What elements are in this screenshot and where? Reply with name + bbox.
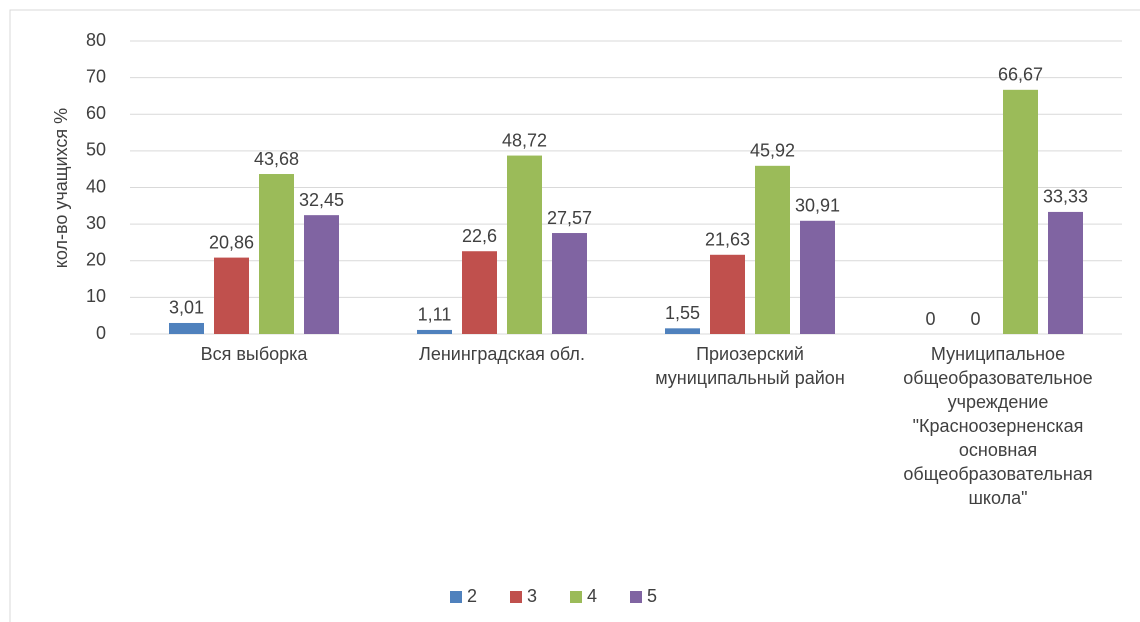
- bar: [1003, 89, 1038, 334]
- bar: [755, 165, 790, 334]
- value-label: 45,92: [750, 141, 795, 161]
- value-label: 20,86: [209, 232, 254, 252]
- y-tick-label: 0: [96, 323, 106, 343]
- y-tick-label: 50: [86, 140, 106, 160]
- value-label: 43,68: [254, 149, 299, 169]
- value-label: 32,45: [299, 190, 344, 210]
- bar: [800, 220, 835, 334]
- x-tick-label: Ленинградская обл.: [419, 344, 585, 364]
- y-tick-label: 10: [86, 286, 106, 306]
- y-tick-label: 30: [86, 213, 106, 233]
- legend-label: 4: [587, 586, 597, 606]
- bar: [552, 233, 587, 334]
- value-label: 0: [970, 309, 980, 329]
- x-tick-label-box: Муниципальное общеобразовательное учрежд…: [903, 344, 1093, 508]
- value-label: 3,01: [169, 298, 204, 318]
- value-label: 1,55: [665, 303, 700, 323]
- legend-swatch: [450, 591, 462, 603]
- legend-label: 3: [527, 586, 537, 606]
- legend-label: 5: [647, 586, 657, 606]
- bar: [665, 328, 700, 334]
- x-tick-label-box: Ленинградская обл.: [419, 344, 585, 364]
- bar: [169, 322, 204, 334]
- bar: [259, 174, 294, 334]
- bar: [304, 215, 339, 334]
- y-tick-label: 60: [86, 103, 106, 123]
- value-label: 1,11: [418, 305, 452, 325]
- legend-swatch: [570, 591, 582, 603]
- value-label: 48,72: [502, 130, 547, 150]
- legend-swatch: [510, 591, 522, 603]
- value-label: 27,57: [547, 208, 592, 228]
- value-label: 0: [925, 309, 935, 329]
- value-label: 66,67: [998, 65, 1043, 85]
- value-label: 22,6: [462, 226, 497, 246]
- bar: [462, 251, 497, 334]
- x-tick-label: Приозерский муниципальный район: [655, 344, 845, 388]
- x-tick-label-box: Приозерский муниципальный район: [655, 344, 845, 388]
- y-tick-label: 70: [86, 66, 106, 86]
- y-tick-label: 20: [86, 250, 106, 270]
- bar: [1048, 211, 1083, 334]
- value-label: 33,33: [1043, 187, 1088, 207]
- bar: [417, 329, 452, 334]
- legend-swatch: [630, 591, 642, 603]
- bar: [710, 254, 745, 334]
- x-tick-label: Муниципальное общеобразовательное учрежд…: [903, 344, 1093, 508]
- x-tick-label: Вся выборка: [200, 344, 308, 364]
- y-tick-label: 40: [86, 176, 106, 196]
- y-tick-label: 80: [86, 30, 106, 50]
- legend-label: 2: [467, 586, 477, 606]
- value-label: 30,91: [795, 196, 840, 216]
- y-axis-title: кол-во учащихся %: [51, 108, 71, 268]
- bar: [507, 155, 542, 334]
- bar: [214, 257, 249, 334]
- value-label: 21,63: [705, 230, 750, 250]
- x-tick-label-box: Вся выборка: [200, 344, 308, 364]
